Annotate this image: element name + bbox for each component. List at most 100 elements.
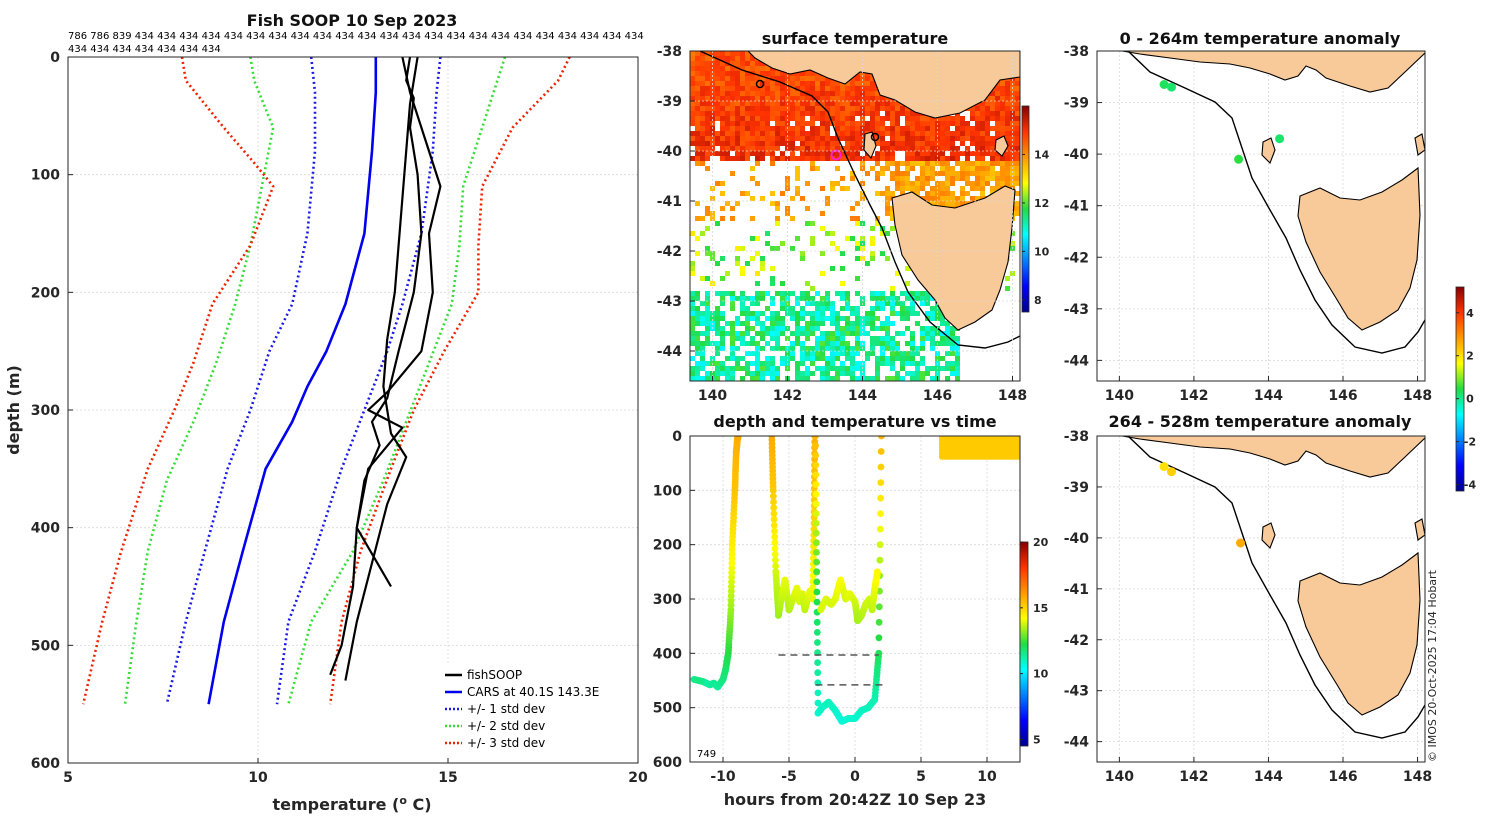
sst-pixel — [925, 296, 930, 301]
sst-pixel — [980, 181, 985, 186]
sst-pixel — [795, 331, 800, 336]
sst-pixel — [870, 156, 875, 161]
sst-pixel — [765, 91, 770, 96]
sst-pixel — [1005, 96, 1010, 101]
depth-time-point — [812, 490, 820, 498]
std1-line — [165, 57, 317, 705]
sst-pixel — [755, 356, 760, 361]
sst-pixel — [975, 126, 980, 131]
sst-pixel — [795, 81, 800, 86]
sst-pixel — [870, 236, 875, 241]
sst-pixel — [940, 166, 945, 171]
sst-pixel — [775, 311, 780, 316]
sst-pixel — [845, 81, 850, 86]
sst-pixel — [915, 126, 920, 131]
sst-pixel — [865, 351, 870, 356]
profile-ytick-label: 100 — [31, 168, 60, 184]
sst-pixel — [750, 376, 755, 381]
sst-marker-2 — [870, 132, 880, 142]
sst-pixel — [955, 346, 960, 351]
sst-pixel — [740, 86, 745, 91]
sst-pixel — [855, 111, 860, 116]
sst-pixel — [970, 126, 975, 131]
sst-land-king-island — [863, 131, 877, 160]
sst-pixel — [715, 51, 720, 56]
sst-pixel — [715, 151, 720, 156]
sst-pixel — [860, 331, 865, 336]
anomaly-lower-xtick-label: 144 — [1254, 769, 1283, 785]
sst-pixel — [930, 296, 935, 301]
sst-pixel — [875, 156, 880, 161]
sst-pixel — [765, 126, 770, 131]
sst-pixel — [775, 341, 780, 346]
sst-pixel — [780, 111, 785, 116]
sst-pixel — [930, 326, 935, 331]
sst-pixel — [945, 321, 950, 326]
sst-pixel — [965, 151, 970, 156]
sst-pixel — [820, 316, 825, 321]
sst-pixel — [955, 196, 960, 201]
sst-pixel — [700, 216, 705, 221]
sst-pixel — [790, 196, 795, 201]
sst-pixel — [855, 326, 860, 331]
sst-xtick-label: 146 — [923, 388, 952, 404]
sst-pixel — [1005, 156, 1010, 161]
sst-pixel — [845, 126, 850, 131]
sst-pixel — [860, 156, 865, 161]
sst-pixel — [700, 231, 705, 236]
sst-map-panel: surface temperature 140 142 144 146 148-38-3… — [657, 29, 1050, 404]
sst-pixel — [925, 181, 930, 186]
sst-pixel — [725, 201, 730, 206]
sst-pixel — [785, 96, 790, 101]
sst-pixel — [875, 116, 880, 121]
sst-pixel — [890, 226, 895, 231]
sst-pixel — [830, 301, 835, 306]
sst-pixel — [820, 76, 825, 81]
sst-pixel — [885, 316, 890, 321]
sst-pixel — [815, 146, 820, 151]
sst-pixel — [855, 151, 860, 156]
sst-pixel — [730, 121, 735, 126]
sst-pixel — [830, 366, 835, 371]
sst-pixel — [850, 236, 855, 241]
std2-line — [123, 57, 275, 705]
sst-pixel — [910, 156, 915, 161]
sst-pixel — [715, 96, 720, 101]
sst-pixel — [985, 111, 990, 116]
sst-pixel — [750, 76, 755, 81]
sst-pixel — [690, 71, 695, 76]
sst-pixel — [900, 331, 905, 336]
sst-pixel — [825, 136, 830, 141]
sst-pixel — [1005, 101, 1010, 106]
sst-pixel — [710, 91, 715, 96]
sst-pixel — [745, 96, 750, 101]
sst-pixel — [810, 141, 815, 146]
sst-pixel — [710, 56, 715, 61]
sst-pixel — [780, 296, 785, 301]
sst-pixel — [705, 291, 710, 296]
sst-pixel — [890, 111, 895, 116]
sst-pixel — [925, 366, 930, 371]
sst-pixel — [890, 361, 895, 366]
sst-pixel — [955, 176, 960, 181]
std2-line — [287, 57, 507, 705]
sst-pixel — [780, 316, 785, 321]
sst-pixel — [1015, 191, 1020, 196]
sst-pixel — [700, 86, 705, 91]
sst-pixel — [855, 156, 860, 161]
sst-pixel — [755, 346, 760, 351]
sst-pixel — [855, 366, 860, 371]
sst-pixel — [740, 191, 745, 196]
depth-time-xlabel: hours from 20:42Z 10 Sep 23 — [724, 790, 986, 809]
sst-pixel — [830, 306, 835, 311]
sst-pixel — [995, 181, 1000, 186]
sst-pixel — [985, 151, 990, 156]
sst-pixel — [765, 291, 770, 296]
sst-pixel — [820, 121, 825, 126]
sst-pixel — [850, 356, 855, 361]
sst-pixel — [910, 166, 915, 171]
sst-pixel — [740, 141, 745, 146]
sst-pixel — [990, 146, 995, 151]
sst-pixel — [730, 306, 735, 311]
